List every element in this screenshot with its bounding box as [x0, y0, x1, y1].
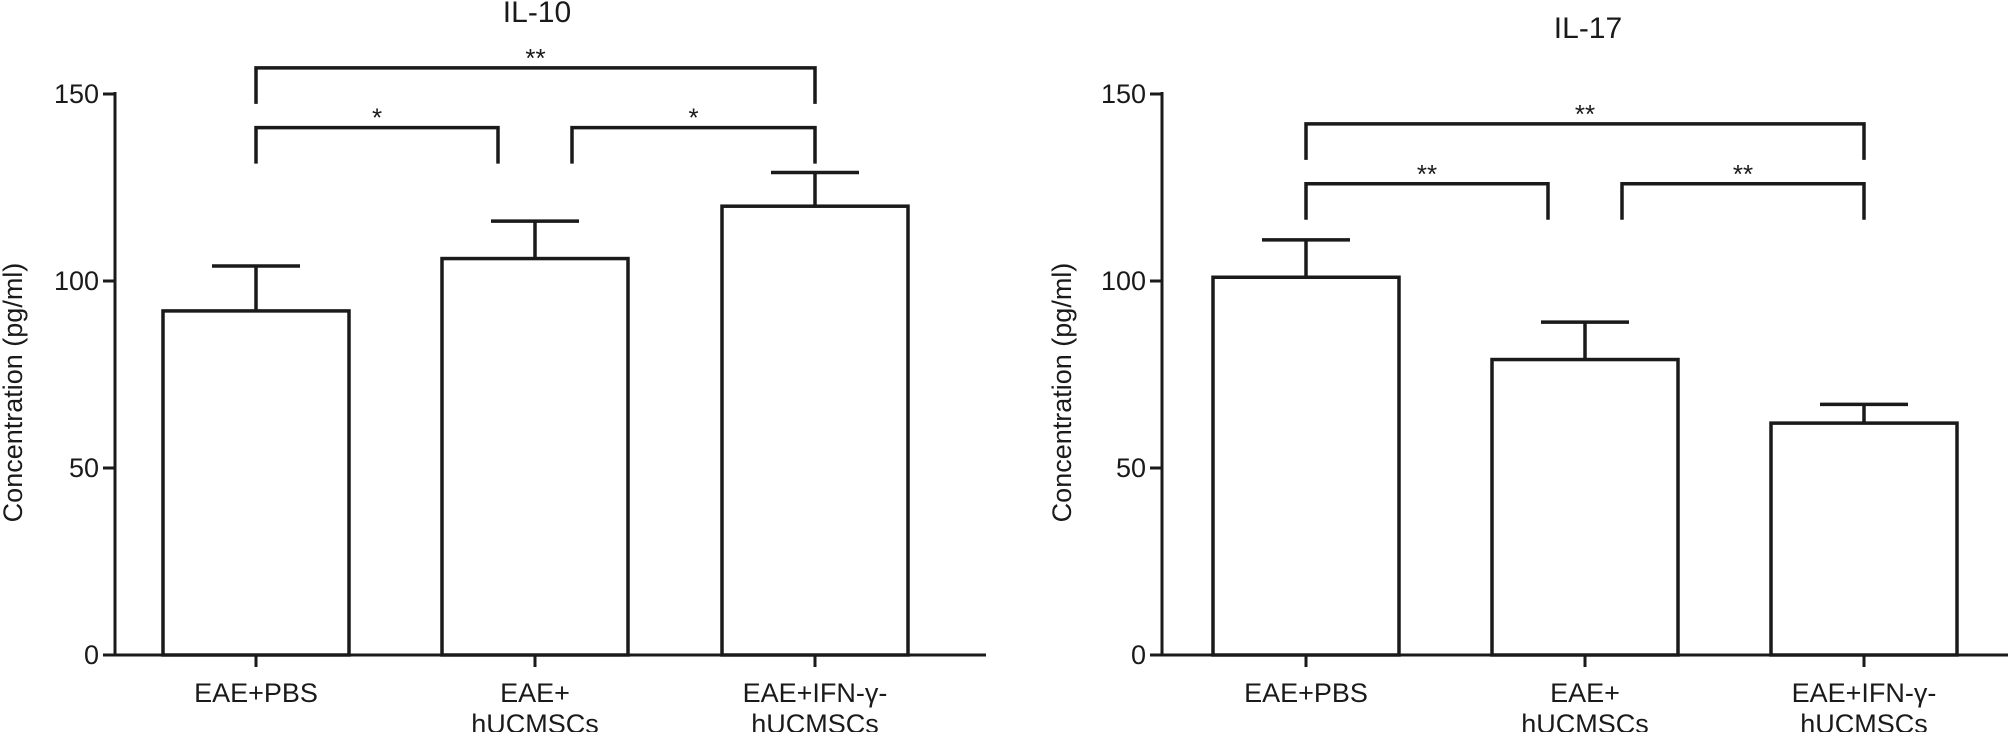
category-label: hUCMSCs	[751, 709, 879, 732]
bar-2	[1490, 357, 1680, 657]
y-tick-label: 0	[1131, 640, 1146, 670]
category-label: EAE+IFN-γ-	[1792, 678, 1937, 708]
category-label: EAE+	[500, 678, 570, 708]
category-label: hUCMSCs	[1521, 709, 1649, 732]
category-label: EAE+PBS	[1244, 678, 1368, 708]
y-tick-label: 50	[1116, 453, 1146, 483]
significance-bracket	[1304, 122, 1866, 160]
chart-il10: IL-10 Concentration (pg/ml) 0 50 100 150 EAE+P…	[0, 0, 986, 732]
bar-3	[720, 204, 910, 657]
category-label: hUCMSCs	[1800, 709, 1928, 732]
chart-title: IL-10	[503, 0, 571, 29]
category-label: hUCMSCs	[471, 709, 599, 732]
significance-bracket	[1304, 182, 1550, 220]
y-axis-label: Concentration (pg/ml)	[0, 263, 28, 523]
y-tick-label: 150	[54, 79, 99, 109]
category-label: EAE+IFN-γ-	[743, 678, 888, 708]
significance-bracket	[254, 66, 817, 104]
significance-label: *	[688, 103, 698, 133]
y-tick-label: 0	[84, 640, 99, 670]
bar-1	[161, 309, 351, 657]
significance-label: **	[525, 43, 545, 73]
significance-label: **	[1733, 159, 1753, 189]
significance-bracket	[1620, 182, 1866, 220]
category-label: EAE+PBS	[194, 678, 318, 708]
y-tick-label: 50	[69, 453, 99, 483]
significance-label: **	[1417, 159, 1437, 189]
y-axis-label: Concentration (pg/ml)	[1047, 263, 1077, 523]
y-tick-label: 150	[1101, 79, 1146, 109]
significance-label: *	[372, 103, 382, 133]
significance-bracket	[570, 125, 817, 164]
significance-bracket	[254, 125, 500, 164]
chart-title: IL-17	[1554, 12, 1622, 45]
y-tick-label: 100	[54, 266, 99, 296]
category-label: EAE+	[1550, 678, 1620, 708]
chart-il17: IL-17 Concentration (pg/ml) 0 50 100 150 EAE+P…	[1047, 12, 2008, 732]
significance-label: **	[1575, 99, 1595, 129]
y-tick-label: 100	[1101, 266, 1146, 296]
bar-2	[440, 256, 630, 657]
bar-3	[1769, 421, 1959, 657]
bar-1	[1211, 275, 1401, 657]
